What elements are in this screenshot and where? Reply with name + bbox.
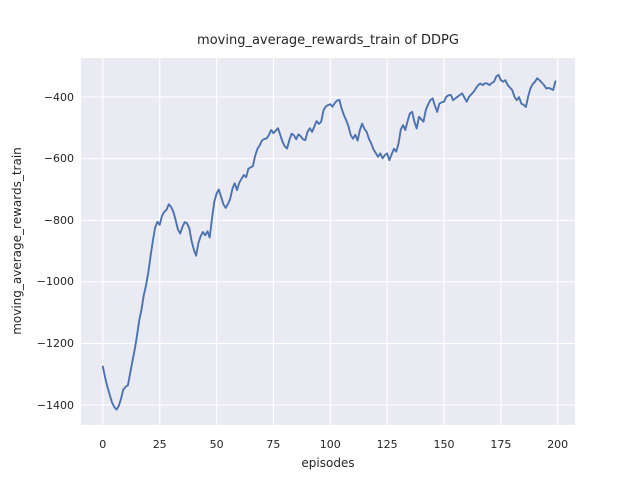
y-tick-label: −800 xyxy=(43,213,74,227)
x-tick-label: 175 xyxy=(490,438,512,451)
x-tick-label: 0 xyxy=(99,438,107,451)
x-tick-label: 200 xyxy=(547,438,569,451)
chart-title: moving_average_rewards_train of DDPG xyxy=(197,33,459,48)
x-tick-label: 125 xyxy=(376,438,398,451)
y-tick-label: −1000 xyxy=(36,275,74,289)
line-chart xyxy=(81,58,575,425)
x-tick-label: 50 xyxy=(209,438,224,451)
y-tick-label: −1400 xyxy=(36,398,74,412)
y-tick-label: −1200 xyxy=(36,336,74,350)
x-axis-label: episodes xyxy=(301,456,355,470)
y-tick-label: −600 xyxy=(43,152,74,166)
x-tick-label: 150 xyxy=(433,438,455,451)
y-axis-label: moving_average_rewards_train xyxy=(10,147,24,335)
x-tick-label: 100 xyxy=(319,438,341,451)
x-tick-label: 25 xyxy=(152,438,167,451)
y-tick-label: −400 xyxy=(43,90,74,104)
x-tick-label: 75 xyxy=(266,438,281,451)
plot-area xyxy=(81,58,575,425)
